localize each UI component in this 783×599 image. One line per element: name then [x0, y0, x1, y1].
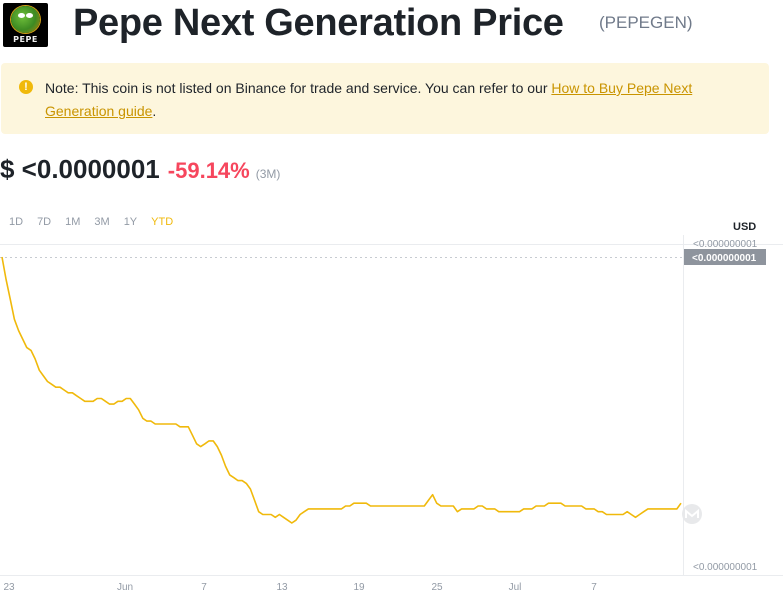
x-tick-label: Jun [117, 582, 133, 593]
price-row: $ <0.0000001 -59.14% (3M) [0, 154, 280, 185]
how-to-buy-link[interactable]: How to Buy Pepe Next Generation guide [45, 80, 693, 119]
x-tick-label: 19 [353, 582, 365, 593]
x-tick-label: 23 [3, 582, 15, 593]
price-change: -59.14% [167, 158, 250, 183]
notice-message: Note: This coin is not listed on Binance… [45, 80, 552, 96]
coin-symbol: (PEPEGEN) [599, 13, 693, 32]
y-tick-bottom: <0.000000001 [693, 562, 758, 573]
x-axis-ticks: 23 Jun 7 13 19 25 Jul 7 [3, 582, 597, 593]
price-line [1, 256, 682, 524]
time-range-selector: 1D 7D 1M 3M 1Y YTD [9, 216, 187, 228]
change-period: (3M) [255, 167, 281, 181]
notice-banner: ! Note: This coin is not listed on Binan… [1, 63, 769, 134]
notice-text: Note: This coin is not listed on Binance… [45, 77, 745, 123]
price-chart[interactable]: 23 Jun 7 13 19 25 Jul 7 <0.000000001 <0.0000000… [0, 235, 783, 599]
currency-label: USD [733, 221, 757, 233]
notice-suffix: . [152, 103, 157, 119]
logo-text: PEPE [13, 35, 38, 44]
pepe-frog-icon [11, 6, 40, 33]
range-1d[interactable]: 1D [9, 216, 24, 228]
coin-logo: PEPE [3, 3, 48, 47]
range-ytd[interactable]: YTD [151, 216, 174, 228]
page-title: Pepe Next Generation Price [73, 2, 564, 44]
y-tick-top: <0.000000001 [693, 239, 758, 250]
x-tick-label: 7 [201, 582, 207, 593]
range-3m[interactable]: 3M [94, 216, 110, 228]
current-price-tag [684, 249, 766, 265]
range-1m[interactable]: 1M [65, 216, 81, 228]
range-7d[interactable]: 7D [37, 216, 52, 228]
x-tick-label: Jul [509, 582, 522, 593]
x-tick-label: 7 [591, 582, 597, 593]
chart-watermark-icon [682, 504, 702, 524]
x-tick-label: 13 [276, 582, 288, 593]
current-price-tag-text: <0.000000001 [692, 253, 757, 264]
current-price: $ <0.0000001 [0, 154, 160, 184]
warning-icon: ! [19, 80, 33, 94]
range-1y[interactable]: 1Y [123, 216, 138, 228]
x-tick-label: 25 [431, 582, 443, 593]
